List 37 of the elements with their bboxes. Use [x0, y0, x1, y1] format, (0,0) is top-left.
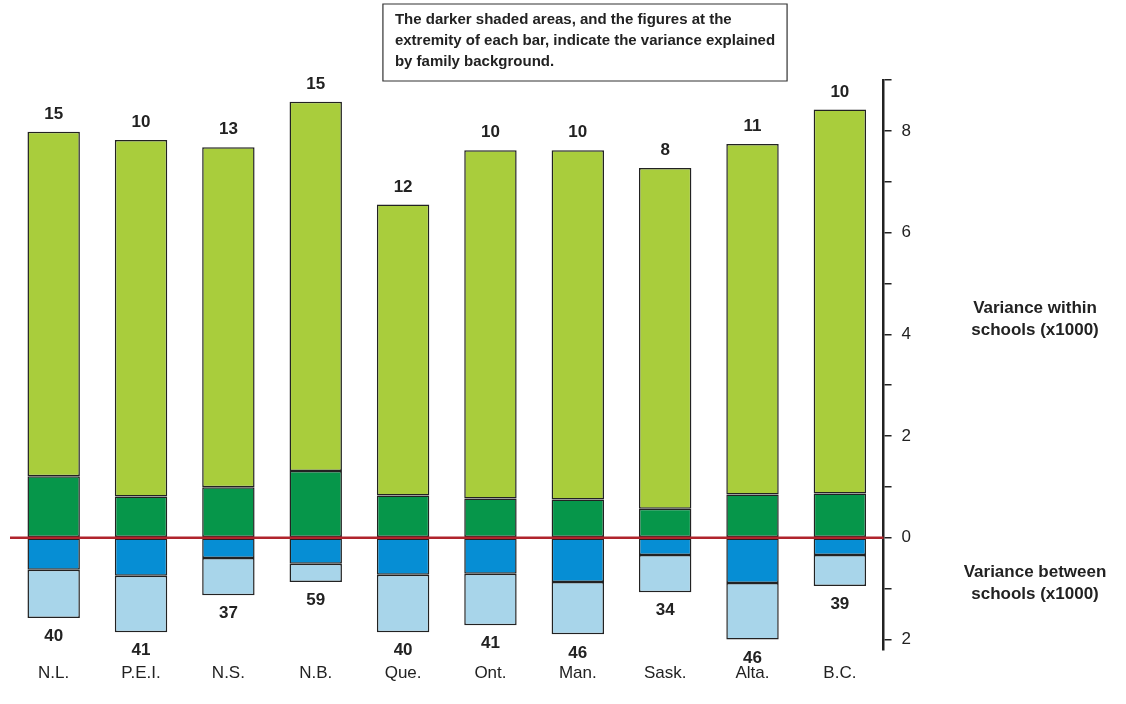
annotation: 13 [218, 119, 238, 139]
x-tick-label: N.B. [299, 663, 333, 683]
annotation: 46 [568, 642, 588, 662]
annotation: 15 [306, 74, 326, 94]
x-tick-label: P.E.I. [121, 663, 161, 683]
y-tick-label: 0 [901, 527, 912, 547]
annotation: 41 [131, 640, 151, 660]
y-tick-label: 4 [901, 323, 912, 343]
annotation: 10 [131, 112, 151, 132]
y-tick-label: 8 [901, 120, 912, 140]
annotation: 37 [218, 603, 238, 623]
annotation: 40 [393, 640, 413, 660]
y-tick-label: 2 [901, 629, 912, 649]
y-tick-label: 2 [901, 425, 912, 445]
annotation: 41 [480, 633, 500, 653]
text: The darker shaded areas, and the figures at the extremity of each bar, indicate the variance explained by family background. [394, 9, 776, 69]
annotation: 12 [393, 176, 413, 196]
x-tick-label: Ont. [474, 663, 507, 683]
x-tick-label: N.L. [38, 663, 70, 683]
y-axis-title: Variance within schools (x1000) [971, 297, 1099, 339]
annotation: 15 [44, 104, 64, 124]
x-tick-label: Sask. [643, 663, 687, 683]
annotation: 59 [306, 590, 326, 610]
x-tick-label: Man. [558, 663, 597, 683]
x-tick-label: Que. [384, 663, 422, 683]
annotation: 10 [830, 81, 850, 101]
x-tick-label: N.S. [211, 663, 245, 683]
annotation: 40 [44, 626, 64, 646]
x-tick-label: B.C. [823, 663, 857, 683]
annotation: 11 [743, 116, 762, 136]
annotation: 10 [568, 122, 588, 142]
annotation: 39 [830, 594, 850, 614]
y-tick-label: 6 [901, 222, 912, 242]
annotation: 8 [660, 140, 670, 160]
annotation: 34 [655, 600, 676, 620]
text: Variance between schools (x1000) [963, 562, 1107, 604]
annotation: 10 [480, 122, 500, 142]
